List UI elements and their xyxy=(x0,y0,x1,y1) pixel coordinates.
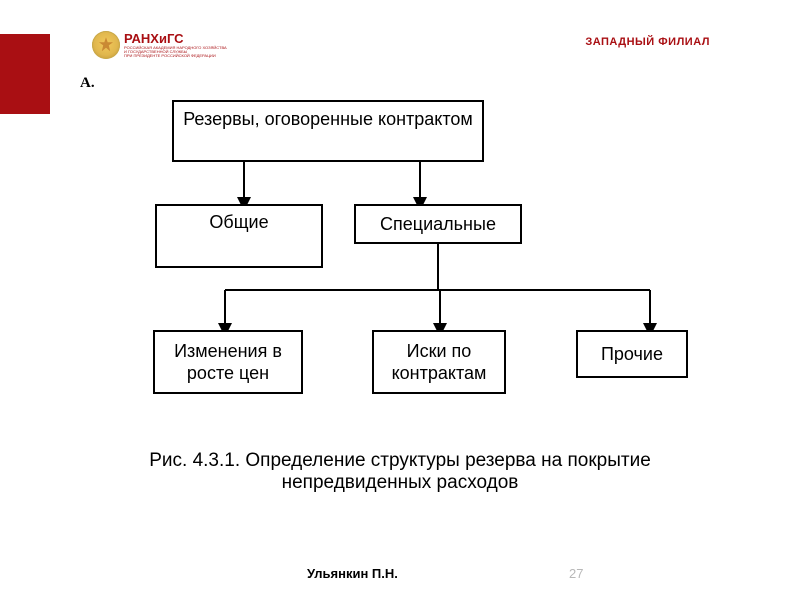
node-label: Специальные xyxy=(380,213,496,236)
node-n1: Общие xyxy=(155,204,323,268)
accent-block xyxy=(0,34,50,114)
figure-caption: Рис. 4.3.1. Определение структуры резерв… xyxy=(130,450,670,494)
node-label: Иски по контрактам xyxy=(392,340,487,385)
node-n2: Специальные xyxy=(354,204,522,244)
diagram-connectors xyxy=(0,0,800,600)
node-n3: Изменения в росте цен xyxy=(153,330,303,394)
author-name: Ульянкин П.Н. xyxy=(307,566,398,581)
section-label: А. xyxy=(80,75,95,92)
node-label: Изменения в росте цен xyxy=(174,340,282,385)
node-n4: Иски по контрактам xyxy=(372,330,506,394)
node-root: Резервы, оговоренные контрактом xyxy=(172,100,484,162)
logo-emblem xyxy=(92,31,120,59)
branch-label: ЗАПАДНЫЙ ФИЛИАЛ xyxy=(585,36,710,48)
node-n5: Прочие xyxy=(576,330,688,378)
logo-text-main: РАНХиГС xyxy=(124,31,184,46)
node-label: Прочие xyxy=(601,343,663,366)
node-label: Общие xyxy=(209,211,268,234)
logo-text-sub: РОССИЙСКАЯ АКАДЕМИЯ НАРОДНОГО ХОЗЯЙСТВА … xyxy=(124,46,227,59)
node-label: Резервы, оговоренные контрактом xyxy=(183,108,473,131)
page-number: 27 xyxy=(569,566,583,581)
